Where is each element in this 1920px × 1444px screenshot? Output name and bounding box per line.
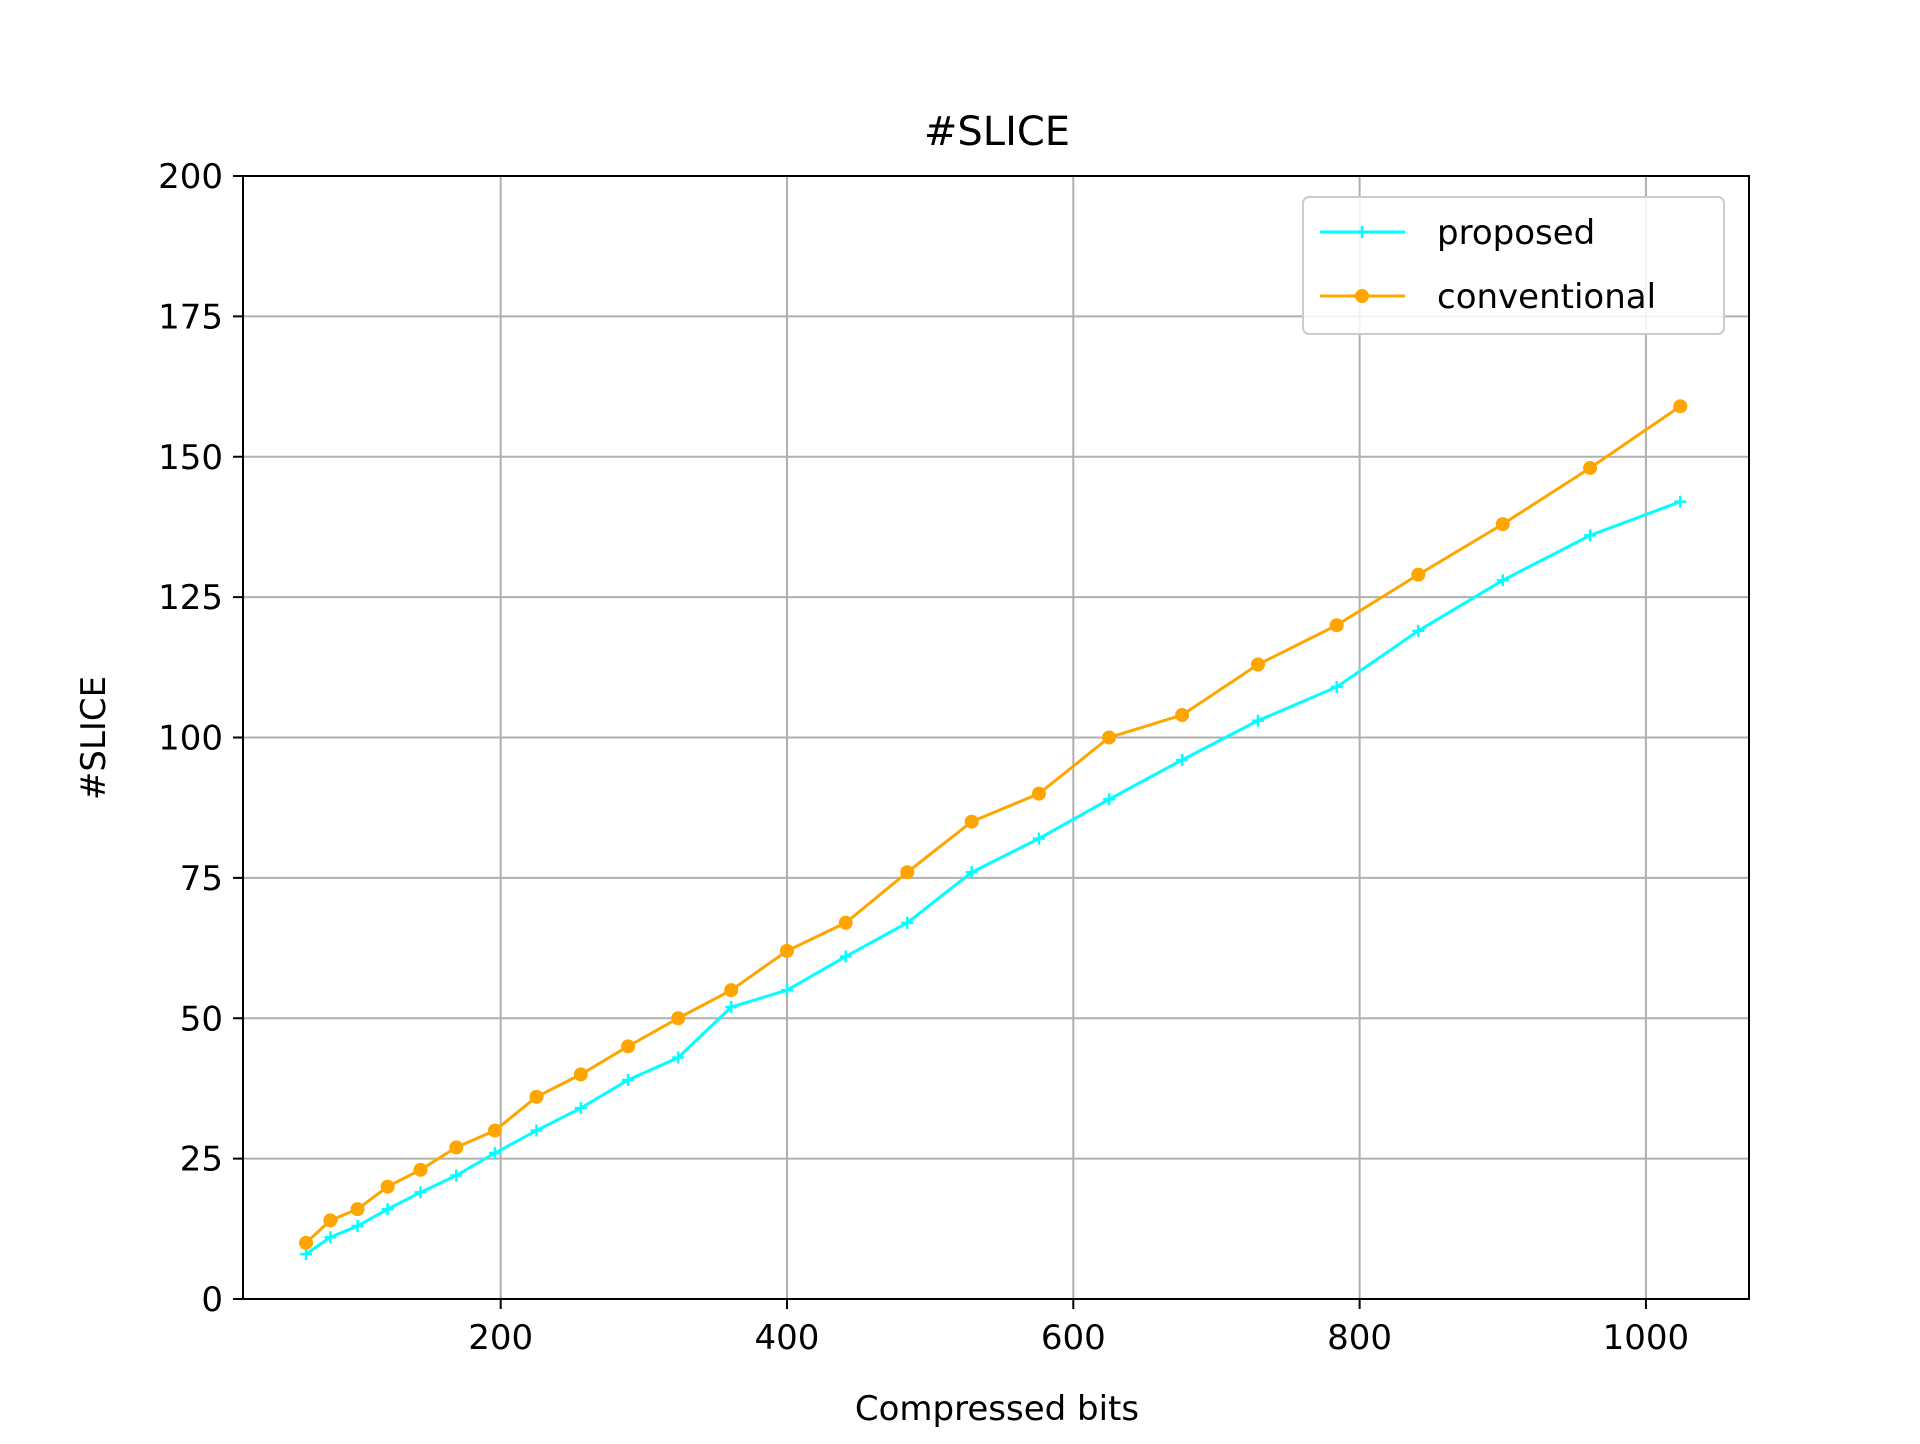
ticks: 200 400 600 800 1000 0 25 50 75 100 125 150 175 200: [158, 157, 1689, 1358]
y-tick-label: 150: [158, 438, 223, 478]
data-point: [323, 1213, 338, 1228]
data-point: [1673, 399, 1688, 414]
data-point: [965, 866, 978, 879]
legend-item-proposed: proposed: [1320, 213, 1595, 253]
data-point: [380, 1179, 395, 1194]
data-point: [381, 1203, 394, 1216]
data-point: [1250, 657, 1265, 672]
data-point: [299, 1248, 312, 1261]
data-point: [1176, 753, 1189, 766]
data-point: [529, 1089, 544, 1104]
data-point: [780, 984, 793, 997]
data-point: [1583, 460, 1598, 475]
chart-title: #SLICE: [924, 109, 1070, 155]
series-layer: [298, 399, 1688, 1261]
data-point: [1674, 495, 1687, 508]
data-point: [1103, 793, 1116, 806]
data-point: [574, 1102, 587, 1115]
data-point: [622, 1074, 635, 1087]
data-point: [530, 1124, 543, 1137]
y-tick-label: 75: [180, 859, 223, 899]
data-point: [413, 1162, 428, 1177]
data-point: [1251, 714, 1264, 727]
data-point: [1411, 567, 1426, 582]
data-point: [1412, 624, 1425, 637]
legend-box: [1302, 196, 1725, 335]
x-tick-label: 200: [468, 1318, 533, 1358]
data-point: [1102, 730, 1117, 745]
y-tick-label: 100: [158, 719, 223, 759]
data-point: [839, 950, 852, 963]
data-point: [900, 865, 915, 880]
data-point: [414, 1186, 427, 1199]
legend: proposed conventional: [1302, 196, 1725, 335]
data-point: [1031, 786, 1046, 801]
data-point: [488, 1147, 501, 1160]
data-point: [573, 1067, 588, 1082]
data-point: [671, 1011, 686, 1026]
data-point: [351, 1220, 364, 1233]
legend-label: conventional: [1437, 277, 1656, 317]
data-point: [350, 1202, 365, 1217]
y-axis-label: #SLICE: [74, 676, 114, 800]
data-point: [449, 1140, 464, 1155]
data-point: [298, 1235, 313, 1250]
data-point: [725, 1001, 738, 1014]
data-point: [964, 814, 979, 829]
series-conventional: [298, 399, 1688, 1250]
data-point: [1356, 226, 1368, 238]
x-axis-label: Compressed bits: [855, 1389, 1139, 1429]
data-point: [779, 943, 794, 958]
x-tick-label: 400: [755, 1318, 820, 1358]
data-point: [487, 1123, 502, 1138]
x-tick-label: 1000: [1603, 1318, 1690, 1358]
data-point: [1175, 708, 1190, 723]
legend-item-conventional: conventional: [1320, 277, 1656, 317]
y-tick-label: 0: [201, 1280, 223, 1320]
data-point: [1584, 529, 1597, 542]
data-point: [1496, 574, 1509, 587]
data-point: [1032, 832, 1045, 845]
y-tick-label: 125: [158, 578, 223, 618]
data-point: [838, 915, 853, 930]
data-point: [621, 1039, 636, 1054]
data-point: [672, 1051, 685, 1064]
data-point: [901, 916, 914, 929]
data-point: [1329, 618, 1344, 633]
x-tick-label: 600: [1041, 1318, 1106, 1358]
y-tick-label: 50: [180, 999, 223, 1039]
y-tick-label: 175: [158, 297, 223, 337]
data-point: [724, 983, 739, 998]
legend-label: proposed: [1437, 213, 1595, 253]
data-point: [1355, 289, 1369, 303]
data-point: [1495, 517, 1510, 532]
data-point: [324, 1231, 337, 1244]
y-tick-label: 25: [180, 1140, 223, 1180]
data-point: [1330, 680, 1343, 693]
y-tick-label: 200: [158, 157, 223, 197]
series-proposed: [299, 495, 1687, 1261]
x-tick-label: 800: [1327, 1318, 1392, 1358]
data-point: [450, 1169, 463, 1182]
